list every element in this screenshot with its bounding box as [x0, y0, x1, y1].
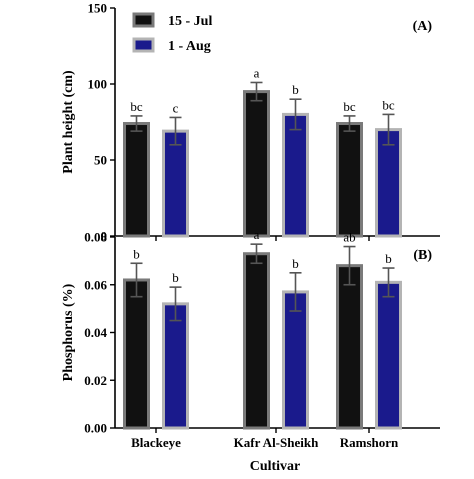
significance-letter: a: [254, 227, 260, 242]
significance-letter: b: [292, 256, 299, 271]
bar: [162, 129, 189, 238]
y-tick-label: 0.02: [84, 373, 107, 388]
significance-letter: b: [292, 82, 299, 97]
x-axis-title: Cultivar: [250, 459, 301, 474]
bar: [375, 128, 402, 238]
bar: [162, 302, 189, 430]
x-tick-label: Kafr Al-Sheikh: [234, 435, 319, 450]
significance-letter: bc: [382, 97, 395, 112]
panel-a: 0 50 100 150 Plant height (cm) (A) bc a bc c b bc: [61, 1, 440, 244]
significance-letter: b: [133, 246, 140, 261]
legend: 15 - Jul 1 - Aug: [132, 12, 212, 54]
category-labels: Blackeye Kafr Al-Sheikh Ramshorn: [131, 435, 399, 450]
y-tick-label: 0.08: [84, 230, 107, 245]
legend-label: 1 - Aug: [168, 39, 211, 54]
significance-letter: bc: [130, 99, 143, 114]
panel-b: 0.00 0.02 0.04 0.06 0.08 Phosphorus (%) (B) b a a…: [61, 227, 440, 436]
y-tick-label: 0: [101, 229, 108, 244]
y-tick-label: 50: [94, 153, 107, 168]
y-axis-title: Phosphorus (%): [61, 283, 76, 381]
bar: [243, 90, 270, 238]
bar: [243, 252, 270, 430]
bar: [123, 122, 150, 238]
legend-label: 15 - Jul: [168, 14, 212, 29]
y-tick-label: 0.06: [84, 277, 107, 292]
significance-letter: b: [385, 251, 392, 266]
significance-letter: a: [254, 65, 260, 80]
y-tick-label: 0.00: [84, 421, 107, 436]
y-tick-label: 150: [88, 1, 108, 16]
significance-letter: ab: [343, 230, 355, 245]
bar: [123, 278, 150, 430]
bar: [282, 290, 309, 430]
panel-label: (B): [413, 248, 432, 263]
significance-letter: bc: [343, 99, 356, 114]
bar: [282, 112, 309, 238]
bar: [336, 264, 363, 430]
x-tick-label: Ramshorn: [340, 435, 399, 450]
significance-letter: c: [173, 100, 179, 115]
legend-swatch: [132, 37, 155, 53]
y-tick-label: 100: [88, 77, 108, 92]
bar: [375, 280, 402, 430]
y-tick-label: 0.04: [84, 325, 107, 340]
x-tick-label: Blackeye: [131, 435, 181, 450]
significance-letter: b: [172, 270, 179, 285]
legend-swatch: [132, 12, 155, 28]
bar: [336, 122, 363, 238]
y-axis-title: Plant height (cm): [61, 70, 76, 174]
panel-label: (A): [413, 19, 433, 34]
